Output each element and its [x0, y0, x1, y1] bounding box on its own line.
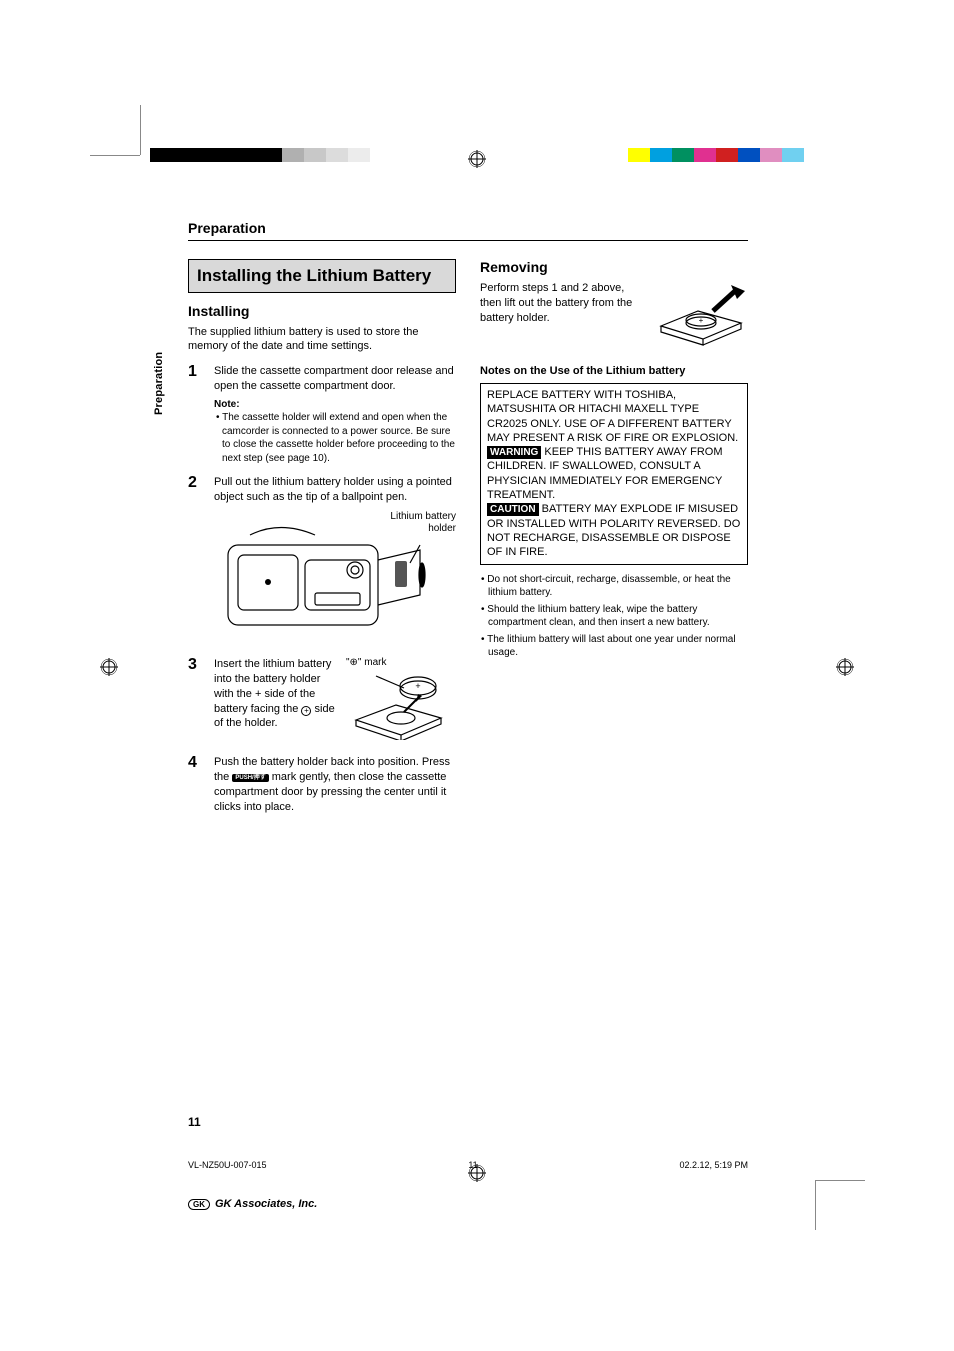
- step-4: 4 Push the battery holder back into posi…: [188, 755, 456, 814]
- page-number: 11: [188, 1115, 201, 1129]
- battery-holder-illustration-icon: +: [346, 670, 451, 740]
- note-heading: Note:: [214, 398, 456, 412]
- installing-intro: The supplied lithium battery is used to …: [188, 325, 456, 355]
- crop-mark: [815, 1180, 816, 1230]
- registration-mark-icon: [100, 658, 118, 676]
- plus-mark-label: "⊕" mark: [346, 657, 456, 668]
- crop-mark: [90, 155, 140, 156]
- section-heading: Preparation: [188, 220, 748, 236]
- page-content: Preparation Preparation Installing the L…: [188, 220, 748, 824]
- right-column: Removing Perform steps 1 and 2 above, th…: [480, 259, 748, 824]
- warn-p1: REPLACE BATTERY WITH TOSHIBA, MATSUSHITA…: [487, 389, 738, 444]
- step-number: 2: [188, 475, 204, 505]
- note-body: • The cassette holder will extend and op…: [214, 411, 456, 465]
- footer-page: 11: [468, 1160, 477, 1170]
- list-item: Do not short-circuit, recharge, disassem…: [480, 573, 748, 600]
- step-3-text: Insert the lithium battery into the batt…: [214, 657, 336, 745]
- crop-mark: [140, 105, 141, 155]
- step-2-text: Pull out the lithium battery holder usin…: [214, 475, 456, 505]
- section-rule: [188, 240, 748, 241]
- main-heading: Installing the Lithium Battery: [188, 259, 456, 293]
- press-colorbar-right: [628, 148, 804, 162]
- caution-badge: CAUTION: [487, 503, 539, 516]
- step-number: 4: [188, 755, 204, 814]
- company-name: GK Associates, Inc.: [215, 1198, 317, 1210]
- removing-heading: Removing: [480, 259, 748, 275]
- installing-heading: Installing: [188, 303, 456, 319]
- footer-line: VL-NZ50U-007-015 11 02.2.12, 5:19 PM: [188, 1160, 748, 1170]
- list-item: The lithium battery will last about one …: [480, 633, 748, 660]
- registration-mark-icon: [468, 150, 486, 168]
- side-tab-label: Preparation: [153, 352, 165, 415]
- svg-text:+: +: [699, 316, 704, 325]
- footer-timestamp: 02.2.12, 5:19 PM: [679, 1160, 748, 1170]
- figure-caption: Lithium battery holder: [390, 511, 456, 535]
- push-badge-icon: PUSH/押す: [232, 774, 268, 782]
- step-2: 2 Pull out the lithium battery holder us…: [188, 475, 456, 505]
- step-3: 3 Insert the lithium battery into the ba…: [188, 657, 456, 745]
- warning-badge: WARNING: [487, 446, 541, 459]
- registration-mark-icon: [836, 658, 854, 676]
- figure-battery-remove: +: [653, 281, 748, 351]
- notes-bullets: Do not short-circuit, recharge, disassem…: [480, 573, 748, 660]
- warning-box: REPLACE BATTERY WITH TOSHIBA, MATSUSHITA…: [480, 383, 748, 565]
- figure-battery-insert: "⊕" mark +: [346, 657, 456, 745]
- left-column: Installing the Lithium Battery Installin…: [188, 259, 456, 824]
- notes-title: Notes on the Use of the Lithium battery: [480, 365, 748, 377]
- company-line: GK GK Associates, Inc.: [188, 1198, 317, 1210]
- step-number: 1: [188, 364, 204, 465]
- removing-body: Perform steps 1 and 2 above, then lift o…: [480, 281, 643, 351]
- figure-camcorder: Lithium battery holder: [214, 515, 456, 645]
- step-1: 1 Slide the cassette compartment door re…: [188, 364, 456, 465]
- step-number: 3: [188, 657, 204, 745]
- list-item: Should the lithium battery leak, wipe th…: [480, 603, 748, 630]
- press-colorbar-left: [150, 148, 392, 162]
- crop-mark: [815, 1180, 865, 1181]
- svg-text:+: +: [415, 681, 420, 691]
- footer-doc-id: VL-NZ50U-007-015: [188, 1160, 267, 1170]
- company-logo-icon: GK: [188, 1199, 210, 1210]
- battery-remove-illustration-icon: +: [653, 281, 748, 351]
- step-4-text: Push the battery holder back into positi…: [214, 755, 456, 814]
- step-1-text: Slide the cassette compartment door rele…: [214, 364, 456, 394]
